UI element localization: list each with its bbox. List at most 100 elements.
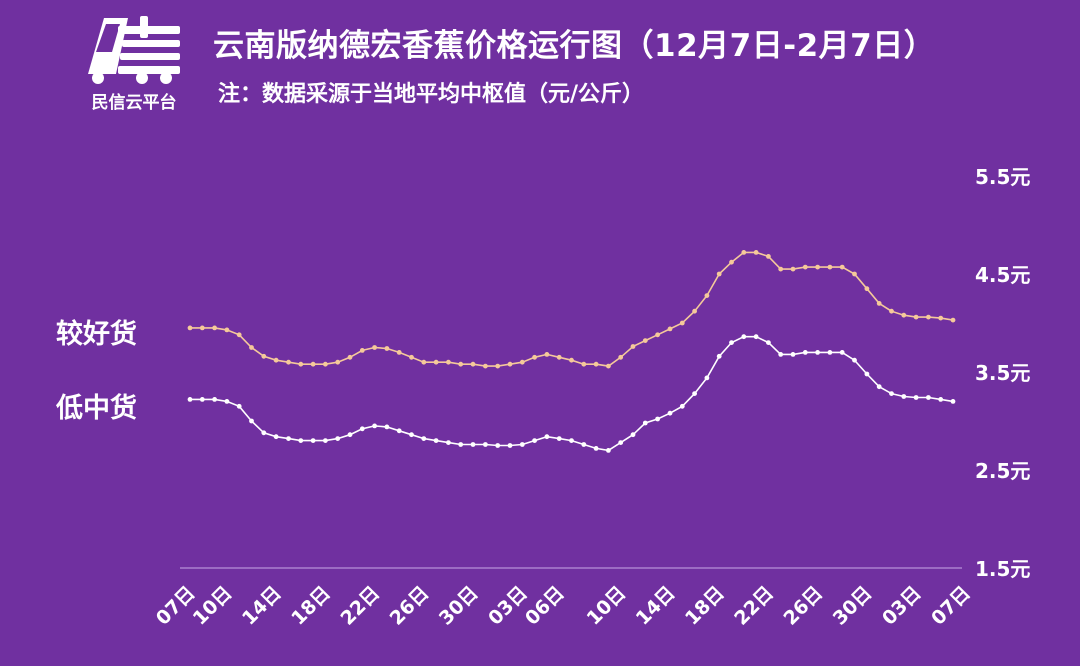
data-point-low — [667, 410, 673, 416]
data-point-good — [606, 363, 611, 369]
data-point-good — [716, 271, 722, 277]
data-point-good — [347, 354, 353, 360]
series-lines — [187, 250, 956, 453]
data-point-good — [655, 332, 660, 338]
data-point-good — [421, 359, 427, 365]
data-point-low — [593, 446, 599, 451]
data-point-low — [913, 395, 919, 400]
data-point-low — [950, 399, 956, 404]
data-point-good — [876, 301, 882, 306]
data-point-good — [926, 314, 931, 320]
page-subtitle: 注：数据采源于当地平均中枢值（元/公斤） — [218, 82, 645, 107]
data-point-low — [790, 352, 796, 357]
data-point-low — [458, 442, 464, 447]
x-tick-label: 07日 — [927, 582, 975, 630]
truck-logo-icon — [88, 16, 180, 84]
data-point-good — [581, 361, 587, 367]
data-point-good — [359, 348, 365, 353]
x-tick-label: 26日 — [779, 582, 827, 630]
data-point-low — [384, 424, 390, 430]
data-point-good — [827, 264, 833, 270]
data-point-low — [569, 438, 574, 443]
x-tick-label: 22日 — [336, 582, 384, 630]
data-point-good — [901, 312, 907, 318]
data-point-good — [495, 363, 501, 369]
data-point-low — [716, 353, 722, 359]
data-point-low — [507, 443, 513, 448]
data-point-low — [261, 430, 267, 436]
data-point-low — [372, 423, 377, 429]
data-point-low — [815, 350, 820, 355]
data-point-low — [212, 397, 218, 402]
y-tick-label: 1.5元 — [975, 557, 1030, 581]
data-point-low — [421, 436, 427, 441]
data-point-good — [729, 259, 734, 265]
data-point-good — [544, 352, 550, 357]
data-point-good — [839, 264, 845, 270]
data-point-low — [655, 416, 660, 422]
series-label-low: 低中货 — [56, 393, 137, 424]
data-point-low — [409, 432, 414, 438]
data-point-low — [630, 432, 636, 438]
data-point-low — [359, 426, 365, 432]
data-point-good — [470, 361, 476, 367]
data-point-low — [618, 440, 624, 445]
y-tick-label: 4.5元 — [975, 263, 1030, 287]
x-tick-label: 10日 — [583, 582, 631, 630]
data-point-good — [310, 361, 316, 367]
x-tick-label: 18日 — [287, 582, 335, 630]
data-point-low — [741, 334, 747, 340]
data-point-good — [261, 353, 267, 359]
data-point-low — [901, 394, 907, 399]
data-point-good — [667, 326, 673, 332]
data-point-good — [790, 266, 796, 272]
data-point-good — [286, 359, 291, 365]
data-point-good — [224, 327, 230, 333]
x-tick-label: 22日 — [730, 582, 778, 630]
data-point-good — [298, 361, 304, 367]
x-tick-label: 03日 — [878, 582, 926, 630]
data-point-low — [938, 397, 944, 402]
x-tick-label: 30日 — [435, 582, 483, 630]
data-point-low — [802, 350, 808, 355]
data-point-good — [913, 314, 919, 320]
data-point-low — [310, 438, 316, 443]
data-point-low — [199, 397, 205, 402]
data-point-low — [642, 420, 648, 426]
data-point-good — [802, 264, 808, 270]
data-point-low — [827, 350, 833, 355]
y-axis-ticks: 5.5元 4.5元 3.5元 2.5元 1.5元 — [975, 165, 1030, 581]
data-point-good — [704, 293, 710, 298]
data-point-low — [224, 399, 230, 404]
data-point-good — [692, 308, 697, 314]
data-point-low — [876, 384, 882, 390]
x-tick-label: 26日 — [386, 582, 434, 630]
data-point-good — [642, 338, 648, 343]
data-point-good — [753, 250, 759, 255]
data-point-low — [692, 391, 697, 396]
data-point-good — [199, 325, 205, 331]
data-point-good — [446, 359, 451, 365]
data-point-good — [852, 271, 857, 277]
data-point-low — [347, 432, 353, 438]
x-tick-label: 30日 — [829, 582, 877, 630]
y-tick-label: 3.5元 — [975, 361, 1030, 385]
data-point-good — [766, 254, 771, 259]
data-point-good — [273, 357, 279, 363]
data-point-good — [532, 354, 537, 360]
data-point-low — [396, 428, 402, 434]
data-point-low — [433, 438, 439, 443]
data-point-low — [581, 442, 587, 447]
data-point-good — [483, 363, 488, 369]
data-point-good — [249, 345, 254, 350]
data-point-good — [815, 264, 820, 270]
data-point-good — [889, 308, 894, 314]
y-tick-label: 5.5元 — [975, 165, 1030, 189]
data-point-good — [950, 317, 956, 323]
data-point-low — [679, 403, 685, 409]
series-line-good — [190, 251, 954, 367]
data-point-good — [335, 359, 341, 365]
series-label-good: 较好货 — [56, 319, 137, 350]
